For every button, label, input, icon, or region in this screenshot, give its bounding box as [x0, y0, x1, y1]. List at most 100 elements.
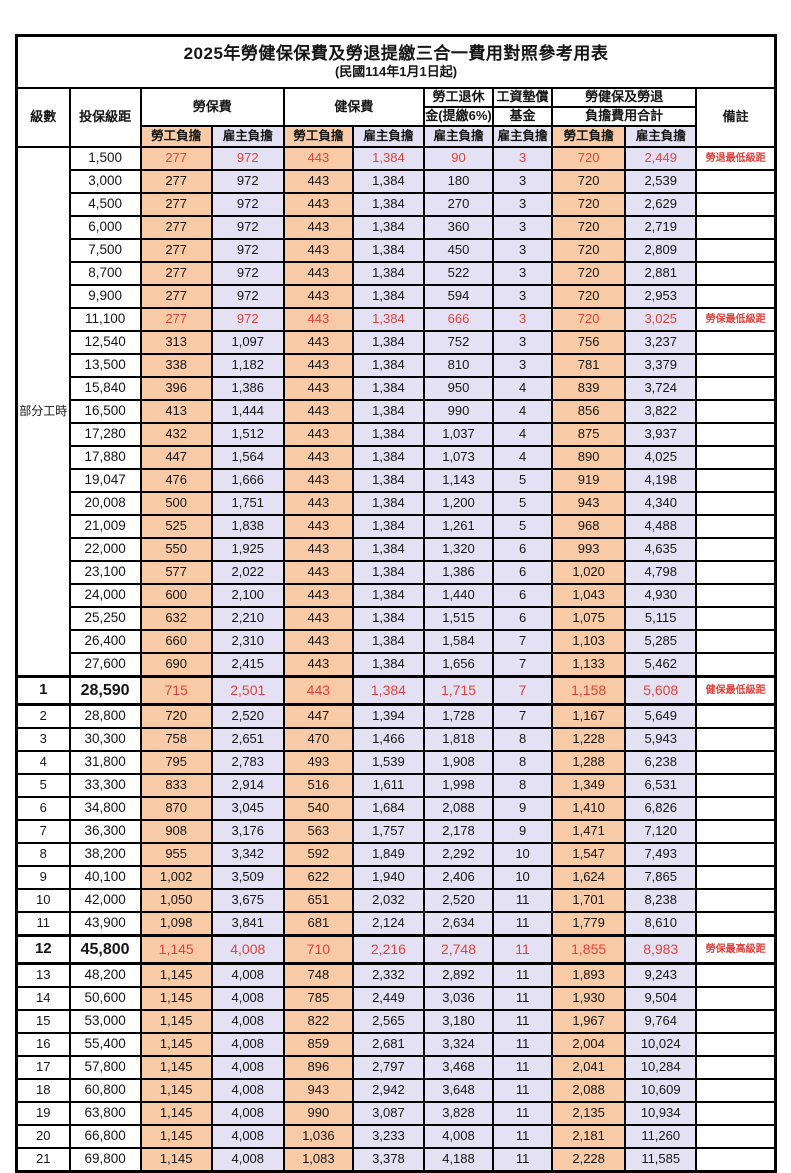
table-row: 25,250 632 2,210 443 1,384 1,515 6 1,075 5,115 — [17, 606, 777, 631]
cell-value: 432 — [139, 422, 213, 447]
cell-value: 1,410 — [551, 796, 627, 821]
cell-value: 1,384 — [351, 330, 425, 355]
cell-bracket: 1,500 — [68, 146, 142, 171]
table-row: 17,280 432 1,512 443 1,384 1,037 4 875 3,937 — [17, 422, 777, 447]
cell-value: 443 — [282, 468, 354, 493]
cell-value: 7,865 — [624, 865, 698, 890]
cell-value: 2,719 — [624, 215, 698, 240]
cell-value: 2,100 — [210, 583, 285, 608]
cell-value: 1,145 — [139, 1147, 213, 1173]
table-row: 26,400 660 2,310 443 1,384 1,584 7 1,103 5,285 — [17, 629, 777, 654]
cell-value: 4,798 — [624, 560, 698, 585]
cell-level: 1 — [15, 675, 71, 706]
cell-value: 943 — [551, 491, 627, 516]
cell-value: 4,198 — [624, 468, 698, 493]
cell-value: 2,942 — [351, 1078, 425, 1103]
cell-remark — [695, 1055, 777, 1080]
cell-value: 4 — [492, 399, 554, 424]
cell-level: 4 — [15, 750, 71, 775]
cell-value: 1,036 — [282, 1124, 354, 1149]
cell-remark — [695, 422, 777, 447]
cell-value: 720 — [551, 307, 627, 332]
cell-value: 443 — [282, 422, 354, 447]
subheader-li-employer: 雇主負擔 — [210, 125, 285, 148]
col-header-total-line1: 勞健保及勞退 — [551, 87, 698, 108]
cell-remark: 勞保最低級距 — [695, 307, 777, 332]
table-row: 4 31,800 795 2,783 493 1,539 1,908 8 1,288 6,238 — [15, 750, 777, 775]
cell-value: 1,384 — [351, 537, 425, 562]
cell-value: 443 — [282, 376, 354, 401]
cell-bracket: 55,400 — [68, 1032, 142, 1057]
table-row: 9,900 277 972 443 1,384 594 3 720 2,953 — [17, 284, 777, 309]
cell-bracket: 57,800 — [68, 1055, 142, 1080]
cell-value: 859 — [282, 1032, 354, 1057]
cell-remark — [695, 819, 777, 844]
cell-value: 11 — [492, 1124, 554, 1149]
cell-value: 1,384 — [351, 353, 425, 378]
cell-value: 2,449 — [351, 986, 425, 1011]
cell-value: 6 — [492, 606, 554, 631]
part-time-merged-cell: 部分工時 — [15, 146, 71, 678]
cell-value: 11 — [492, 986, 554, 1011]
cell-bracket: 3,000 — [68, 169, 142, 194]
cell-bracket: 25,250 — [68, 606, 142, 631]
cell-value: 11 — [492, 962, 554, 988]
cell-value: 8 — [492, 773, 554, 798]
cell-value: 972 — [210, 307, 285, 332]
cell-value: 795 — [139, 750, 213, 775]
cell-value: 720 — [551, 284, 627, 309]
cell-value: 1,701 — [551, 888, 627, 913]
cell-value: 1,547 — [551, 842, 627, 867]
cell-value: 720 — [551, 169, 627, 194]
cell-value: 11 — [492, 1101, 554, 1126]
cell-value: 1,103 — [551, 629, 627, 654]
cell-value: 972 — [210, 284, 285, 309]
cell-value: 11 — [492, 1032, 554, 1057]
cell-value: 5 — [492, 468, 554, 493]
cell-level: 17 — [15, 1055, 71, 1080]
cell-value: 516 — [282, 773, 354, 798]
cell-bracket: 42,000 — [68, 888, 142, 913]
cell-value: 1,384 — [351, 652, 425, 678]
cell-value: 5,943 — [624, 727, 698, 752]
cell-value: 3,378 — [351, 1147, 425, 1173]
cell-value: 4,930 — [624, 583, 698, 608]
cell-value: 3 — [492, 215, 554, 240]
cell-value: 443 — [282, 652, 354, 678]
cell-value: 11 — [492, 1055, 554, 1080]
cell-value: 710 — [282, 934, 354, 965]
cell-value: 3,176 — [210, 819, 285, 844]
cell-value: 3,841 — [210, 911, 285, 937]
cell-value: 870 — [139, 796, 213, 821]
cell-bracket: 26,400 — [68, 629, 142, 654]
subheader-wage-fund-employer: 雇主負擔 — [492, 125, 554, 148]
cell-value: 8,610 — [624, 911, 698, 937]
table-title-block: 2025年勞健保保費及勞退提繳三合一費用對照參考用表 (民國114年1月1日起) — [15, 34, 777, 89]
cell-value: 781 — [551, 353, 627, 378]
cell-value: 11,585 — [624, 1147, 698, 1173]
cell-value: 360 — [422, 215, 495, 240]
cell-value: 2,041 — [551, 1055, 627, 1080]
cell-value: 3,025 — [624, 307, 698, 332]
cell-value: 8 — [492, 727, 554, 752]
table-row: 15 53,000 1,145 4,008 822 2,565 3,180 11 1,967 9,… — [15, 1009, 777, 1034]
cell-value: 955 — [139, 842, 213, 867]
cell-value: 8,983 — [624, 934, 698, 965]
cell-value: 2,634 — [422, 911, 495, 937]
cell-value: 2,748 — [422, 934, 495, 965]
cell-value: 1,384 — [351, 215, 425, 240]
cell-value: 277 — [139, 307, 213, 332]
cell-value: 3,724 — [624, 376, 698, 401]
cell-value: 6 — [492, 583, 554, 608]
cell-level: 2 — [15, 703, 71, 729]
cell-value: 810 — [422, 353, 495, 378]
cell-remark — [695, 1078, 777, 1103]
cell-value: 3,087 — [351, 1101, 425, 1126]
cell-level: 3 — [15, 727, 71, 752]
table-row: 21 69,800 1,145 4,008 1,083 3,378 4,188 11 2,228… — [15, 1147, 777, 1173]
cell-value: 1,624 — [551, 865, 627, 890]
cell-value: 748 — [282, 962, 354, 988]
cell-value: 10,024 — [624, 1032, 698, 1057]
cell-value: 540 — [282, 796, 354, 821]
cell-value: 4,008 — [210, 1101, 285, 1126]
